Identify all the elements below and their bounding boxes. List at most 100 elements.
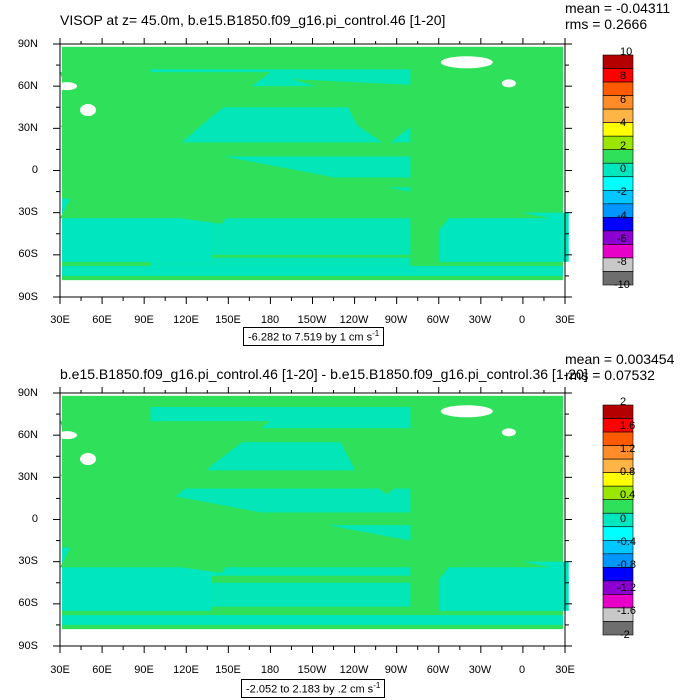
x-tick-label: 150E — [215, 314, 241, 326]
axis-ticks — [53, 387, 572, 653]
colorbar-label: -1.6 — [617, 605, 636, 617]
cyan-band — [62, 615, 563, 625]
colorbar-swatch — [602, 149, 634, 164]
x-tick-label: 90W — [384, 314, 408, 326]
x-tick-label: 120W — [339, 314, 369, 326]
x-tick-label: 90W — [384, 664, 408, 676]
x-tick-label: 180 — [260, 664, 280, 676]
missing-region — [501, 428, 516, 437]
colorbar-label: 0 — [620, 513, 627, 525]
x-tick-label: 60E — [92, 664, 112, 676]
mean-value: mean = 0.003454 — [565, 351, 675, 367]
colorbar-label: 6 — [620, 94, 627, 106]
colorbar-label: 1.2 — [620, 443, 636, 455]
land-mass — [60, 125, 551, 219]
colorbar-swatch — [602, 404, 634, 419]
x-tick-label: 180 — [260, 314, 280, 326]
y-tick-label: 90S — [18, 291, 38, 303]
colorbar-label: -6 — [617, 233, 627, 245]
colorbar-label: -4 — [617, 210, 627, 222]
panel-bottom: b.e15.B1850.f09_g16.pi_control.46 [1-20]… — [0, 350, 700, 700]
colorbar-swatch — [602, 512, 634, 528]
plot-title: VISOP at z= 45.0m, b.e15.B1850.f09_g16.p… — [60, 12, 446, 28]
x-tick-label: 30E — [555, 664, 575, 676]
colorbar-label: -0.8 — [617, 559, 636, 571]
map-plot — [53, 387, 634, 653]
colorbar-swatch — [602, 271, 634, 286]
y-tick-label: 90N — [17, 387, 38, 399]
land-mass — [177, 536, 233, 573]
colorbar-label: -1.2 — [617, 582, 636, 594]
colorbar-label: 2 — [620, 396, 627, 408]
cyan-band — [438, 212, 569, 262]
y-tick-label: 60S — [18, 597, 38, 609]
y-tick-label: 30S — [18, 206, 38, 218]
x-tick-label: 120E — [173, 314, 199, 326]
y-tick-label: 0 — [31, 513, 38, 525]
contour-info-box: -2.052 to 2.183 by .2 cm s-1 — [241, 679, 386, 698]
colorbar-label: -0.4 — [617, 536, 636, 548]
x-tick-label: 120W — [339, 664, 369, 676]
y-tick-label: 30N — [17, 122, 38, 134]
x-tick-label: 0 — [518, 314, 526, 326]
x-tick-label: 30W — [468, 664, 492, 676]
colorbar-label: -2 — [620, 629, 630, 641]
rms-value: rms = 0.2666 — [565, 16, 648, 32]
contour-range-text: -6.282 to 7.519 by 1 cm s — [248, 331, 373, 344]
y-tick-label: 0 — [31, 164, 38, 176]
x-tick-label: 30W — [468, 314, 492, 326]
colorbar-swatch — [602, 68, 634, 83]
colorbar — [602, 54, 634, 286]
panel-top: VISOP at z= 45.0m, b.e15.B1850.f09_g16.p… — [17, 0, 670, 346]
x-tick-label: 120E — [173, 664, 199, 676]
rms-value: rms = 0.07532 — [565, 367, 655, 383]
x-tick-label: 150E — [215, 664, 241, 676]
colorbar-swatch — [602, 81, 634, 96]
y-tick-label: 90S — [18, 640, 38, 652]
map-field — [57, 44, 569, 297]
colorbar-label: 8 — [620, 70, 627, 82]
colorbar-label: 0.8 — [620, 466, 636, 478]
cyan-band — [62, 266, 563, 276]
land-mass — [177, 187, 233, 224]
missing-region — [57, 82, 78, 91]
plot-title: b.e15.B1850.f09_g16.pi_control.46 [1-20]… — [60, 366, 588, 382]
x-tick-label: 30E — [50, 314, 70, 326]
land-mass — [410, 505, 474, 597]
land-mass — [60, 421, 271, 506]
y-tick-label: 30S — [18, 555, 38, 567]
colorbar-label: -2 — [617, 186, 627, 198]
land-mass — [291, 428, 439, 495]
axis-ticks — [53, 38, 572, 304]
colorbar — [602, 404, 634, 636]
land-mass — [60, 474, 551, 568]
map-plot — [53, 38, 634, 304]
colorbar-swatch — [602, 162, 634, 178]
x-tick-label: 90E — [134, 664, 154, 676]
y-tick-label: 30N — [17, 471, 38, 483]
colorbar-swatch — [602, 122, 634, 137]
colorbar-label: 10 — [620, 46, 633, 58]
land-mass — [60, 72, 271, 157]
contour-range-text: -2.052 to 2.183 by .2 cm s — [246, 683, 374, 696]
y-tick-label: 90N — [17, 38, 38, 50]
colorbar-label: -10 — [614, 279, 630, 291]
colorbar-swatch — [602, 499, 634, 514]
missing-region — [57, 431, 78, 440]
colorbar-label: 0.4 — [620, 489, 636, 501]
x-tick-label: 60W — [426, 664, 450, 676]
x-tick-label: 150W — [297, 314, 327, 326]
missing-region — [80, 104, 97, 117]
colorbar-label: 4 — [620, 117, 627, 129]
unit-exponent: -1 — [373, 681, 381, 690]
colorbar-label: 1.6 — [620, 420, 636, 432]
cyan-band — [438, 561, 569, 611]
colorbar-swatch — [602, 621, 634, 636]
colorbar-label: -8 — [617, 256, 627, 268]
contour-info-box: -6.282 to 7.519 by 1 cm s-1 — [243, 327, 385, 346]
colorbar-label: 2 — [620, 140, 627, 152]
x-tick-label: 0 — [518, 664, 526, 676]
colorbar-swatch — [602, 135, 634, 151]
missing-region — [440, 56, 493, 69]
x-tick-label: 150W — [297, 664, 327, 676]
